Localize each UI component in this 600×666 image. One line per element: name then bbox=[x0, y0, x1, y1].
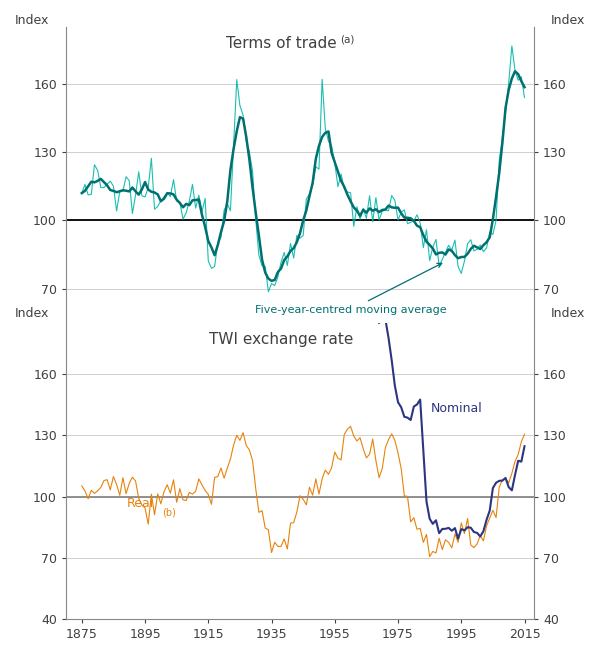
Text: Index: Index bbox=[551, 13, 586, 27]
Text: Index: Index bbox=[551, 307, 586, 320]
Text: (b): (b) bbox=[162, 507, 176, 517]
Text: Index: Index bbox=[14, 13, 49, 27]
Text: Real: Real bbox=[127, 497, 154, 509]
Text: Index: Index bbox=[14, 307, 49, 320]
Text: (a): (a) bbox=[340, 34, 354, 44]
Text: Terms of trade: Terms of trade bbox=[226, 35, 337, 51]
Text: Five-year-centred moving average: Five-year-centred moving average bbox=[255, 263, 446, 315]
Text: TWI exchange rate: TWI exchange rate bbox=[209, 332, 353, 347]
Text: Nominal: Nominal bbox=[431, 402, 483, 415]
